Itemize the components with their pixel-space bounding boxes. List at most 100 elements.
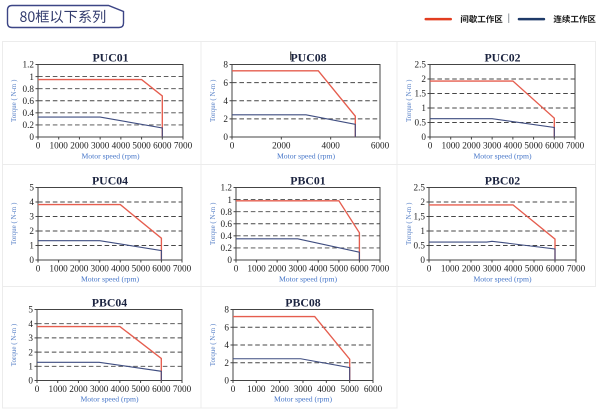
svg-text:2000: 2000 bbox=[272, 141, 291, 151]
svg-text:5000: 5000 bbox=[131, 384, 150, 394]
svg-text:4: 4 bbox=[223, 96, 228, 106]
svg-text:Motor speed (rpm): Motor speed (rpm) bbox=[274, 395, 333, 404]
svg-text:1: 1 bbox=[420, 226, 425, 236]
svg-text:PBC02: PBC02 bbox=[485, 174, 520, 188]
svg-text:Torque ( N-m ): Torque ( N-m ) bbox=[209, 79, 217, 122]
svg-text:2000: 2000 bbox=[268, 264, 287, 274]
svg-text:0: 0 bbox=[36, 264, 41, 274]
svg-text:5000: 5000 bbox=[525, 264, 544, 274]
svg-text:0: 0 bbox=[421, 132, 426, 142]
svg-text:Motor speed (rpm): Motor speed (rpm) bbox=[81, 275, 140, 284]
svg-text:5000: 5000 bbox=[132, 264, 151, 274]
svg-text:0.2: 0.2 bbox=[221, 243, 233, 253]
svg-text:3000: 3000 bbox=[483, 141, 502, 151]
svg-text:6000: 6000 bbox=[545, 141, 564, 151]
svg-text:Torque ( N-m ): Torque ( N-m ) bbox=[10, 323, 18, 366]
svg-text:0: 0 bbox=[231, 384, 236, 394]
svg-text:1.2: 1.2 bbox=[221, 183, 233, 193]
svg-text:3000: 3000 bbox=[294, 384, 313, 394]
svg-text:4000: 4000 bbox=[504, 141, 523, 151]
svg-text:0.6: 0.6 bbox=[23, 96, 35, 106]
svg-text:1.5: 1.5 bbox=[415, 89, 427, 99]
svg-text:4000: 4000 bbox=[111, 384, 130, 394]
svg-text:Motor speed (rpm): Motor speed (rpm) bbox=[279, 275, 338, 284]
svg-text:Motor speed (rpm): Motor speed (rpm) bbox=[473, 152, 532, 161]
svg-text:2: 2 bbox=[224, 358, 229, 368]
svg-text:Torque ( N-m ): Torque ( N-m ) bbox=[209, 202, 217, 245]
svg-text:Torque ( N-m ): Torque ( N-m ) bbox=[209, 323, 217, 366]
svg-text:1000: 1000 bbox=[50, 141, 69, 151]
svg-text:2000: 2000 bbox=[270, 384, 289, 394]
svg-text:PUC08: PUC08 bbox=[290, 51, 326, 65]
svg-text:0.5: 0.5 bbox=[414, 241, 426, 251]
svg-text:6: 6 bbox=[224, 322, 229, 332]
svg-text:4000: 4000 bbox=[309, 264, 328, 274]
svg-text:0: 0 bbox=[428, 141, 433, 151]
svg-text:1: 1 bbox=[28, 362, 33, 372]
svg-text:1000: 1000 bbox=[49, 384, 68, 394]
svg-text:4000: 4000 bbox=[112, 141, 131, 151]
svg-text:1000: 1000 bbox=[441, 264, 460, 274]
svg-text:2.5: 2.5 bbox=[415, 60, 427, 70]
svg-text:2: 2 bbox=[29, 226, 34, 236]
svg-text:7000: 7000 bbox=[173, 384, 192, 394]
svg-text:4: 4 bbox=[29, 197, 34, 207]
svg-text:6000: 6000 bbox=[364, 384, 383, 394]
svg-text:5: 5 bbox=[28, 305, 33, 315]
svg-text:PUC01: PUC01 bbox=[92, 51, 128, 65]
svg-text:Torque ( N-m ): Torque ( N-m ) bbox=[10, 202, 18, 245]
svg-text:5000: 5000 bbox=[524, 141, 543, 151]
svg-text:0.6: 0.6 bbox=[221, 219, 233, 229]
svg-text:0: 0 bbox=[230, 141, 235, 151]
svg-text:1: 1 bbox=[29, 72, 34, 82]
svg-text:4000: 4000 bbox=[317, 384, 336, 394]
svg-text:3000: 3000 bbox=[90, 384, 109, 394]
svg-text:0: 0 bbox=[420, 255, 425, 265]
svg-text:3000: 3000 bbox=[91, 141, 110, 151]
svg-text:0: 0 bbox=[224, 376, 229, 386]
svg-text:6000: 6000 bbox=[350, 264, 369, 274]
svg-text:0.8: 0.8 bbox=[221, 207, 233, 217]
svg-text:0.4: 0.4 bbox=[23, 108, 35, 118]
svg-text:PBC08: PBC08 bbox=[285, 296, 320, 310]
svg-text:6000: 6000 bbox=[152, 384, 171, 394]
svg-text:Motor speed (rpm): Motor speed (rpm) bbox=[81, 152, 140, 161]
svg-text:7000: 7000 bbox=[566, 141, 585, 151]
svg-text:5000: 5000 bbox=[330, 264, 349, 274]
svg-text:4000: 4000 bbox=[111, 264, 130, 274]
svg-text:4: 4 bbox=[28, 319, 33, 329]
svg-text:PBC04: PBC04 bbox=[92, 296, 127, 310]
svg-text:Motor speed (rpm): Motor speed (rpm) bbox=[80, 395, 139, 404]
svg-text:2000: 2000 bbox=[70, 264, 89, 274]
svg-text:2000: 2000 bbox=[69, 384, 88, 394]
svg-text:2000: 2000 bbox=[462, 141, 481, 151]
svg-text:2: 2 bbox=[28, 347, 33, 357]
svg-text:3000: 3000 bbox=[91, 264, 110, 274]
svg-text:0: 0 bbox=[35, 384, 40, 394]
svg-text:2000: 2000 bbox=[462, 264, 481, 274]
svg-text:0: 0 bbox=[223, 132, 228, 142]
svg-text:5000: 5000 bbox=[132, 141, 151, 151]
svg-text:1: 1 bbox=[29, 241, 34, 251]
svg-text:2.5: 2.5 bbox=[414, 183, 426, 193]
svg-text:1,5: 1,5 bbox=[414, 212, 426, 222]
svg-text:6: 6 bbox=[223, 78, 228, 88]
svg-text:5000: 5000 bbox=[340, 384, 359, 394]
svg-text:0: 0 bbox=[36, 141, 41, 151]
svg-text:7000: 7000 bbox=[567, 264, 586, 274]
svg-text:8: 8 bbox=[223, 60, 228, 70]
svg-text:Motor speed (rpm): Motor speed (rpm) bbox=[473, 275, 532, 284]
svg-text:4000: 4000 bbox=[504, 264, 523, 274]
svg-text:0.4: 0.4 bbox=[221, 231, 233, 241]
svg-text:Torque ( N-m ): Torque ( N-m ) bbox=[405, 79, 413, 122]
svg-text:3000: 3000 bbox=[483, 264, 502, 274]
svg-text:PBC01: PBC01 bbox=[290, 174, 325, 188]
svg-text:1000: 1000 bbox=[247, 384, 266, 394]
svg-text:0: 0 bbox=[29, 132, 34, 142]
svg-text:8: 8 bbox=[224, 305, 229, 315]
svg-text:4000: 4000 bbox=[321, 141, 340, 151]
svg-text:0: 0 bbox=[28, 376, 33, 386]
svg-text:6000: 6000 bbox=[153, 141, 172, 151]
svg-text:0.2: 0.2 bbox=[23, 120, 35, 130]
svg-text:0: 0 bbox=[29, 255, 34, 265]
